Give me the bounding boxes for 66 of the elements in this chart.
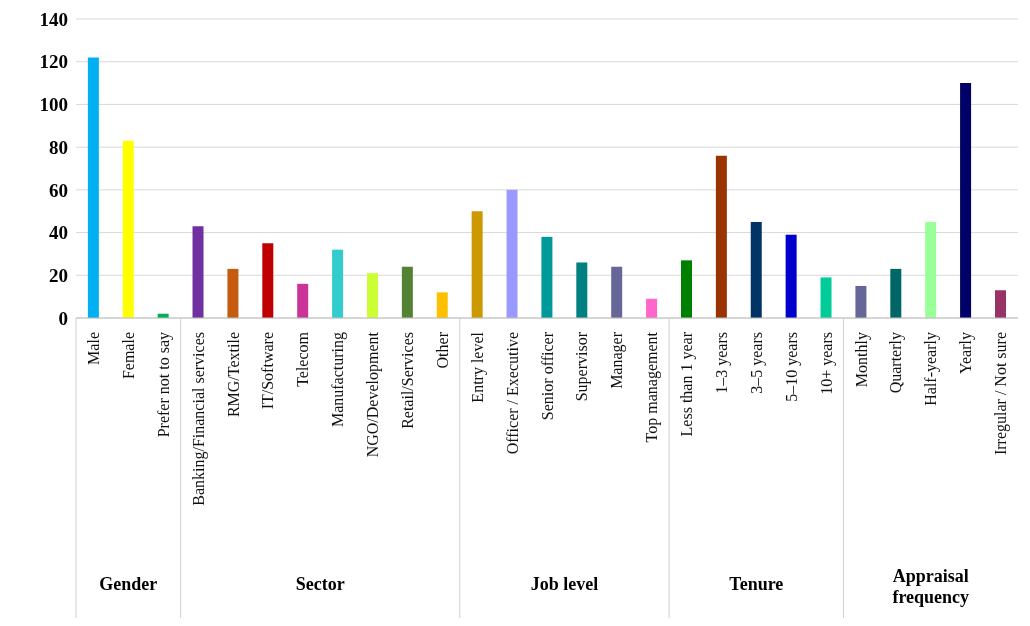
bar bbox=[366, 273, 378, 318]
x-tick-label: Manufacturing bbox=[329, 332, 348, 428]
bar bbox=[785, 234, 797, 318]
bar bbox=[715, 155, 727, 318]
bar bbox=[925, 221, 937, 318]
x-tick-label: Officer / Executive bbox=[503, 332, 521, 455]
x-tick-label: 5–10 years bbox=[782, 332, 801, 402]
bar bbox=[541, 236, 553, 318]
y-tick-label: 40 bbox=[49, 222, 68, 244]
bar bbox=[994, 290, 1006, 318]
x-tick-label: 10+ years bbox=[817, 332, 836, 395]
text: Tenure bbox=[729, 574, 784, 594]
bar bbox=[750, 221, 762, 318]
bar bbox=[890, 268, 902, 318]
x-tick-label: Other bbox=[433, 331, 451, 369]
x-tick-label: Less than 1 year bbox=[678, 331, 697, 437]
y-tick-label: 140 bbox=[39, 8, 68, 30]
y-tick-label: 60 bbox=[49, 179, 68, 201]
x-tick-label: Prefer not to say bbox=[154, 332, 173, 438]
text: Job level bbox=[530, 574, 599, 594]
y-tick-label: 120 bbox=[39, 51, 68, 73]
x-tick-label: Manager bbox=[608, 331, 627, 389]
text: Gender bbox=[99, 574, 158, 594]
bar bbox=[122, 140, 134, 318]
x-tick-label: Senior officer bbox=[538, 331, 556, 421]
bar bbox=[680, 260, 692, 318]
x-tick-label: Supervisor bbox=[573, 331, 592, 402]
x-tick-label: Yearly bbox=[957, 332, 976, 374]
x-tick-label: Banking/Financial services bbox=[189, 332, 208, 506]
x-tick-label: NGO/Development bbox=[364, 331, 383, 458]
bar bbox=[192, 226, 204, 318]
bar bbox=[262, 243, 274, 318]
x-tick-label: Retail/Services bbox=[398, 332, 416, 429]
x-tick-label: Monthly bbox=[852, 332, 871, 388]
x-tick-label: Quarterly bbox=[887, 332, 906, 394]
bar bbox=[855, 285, 867, 318]
x-tick-label: IT/Software bbox=[259, 332, 277, 410]
bar bbox=[87, 57, 99, 318]
x-tick-label: Telecom bbox=[294, 331, 312, 387]
bar bbox=[297, 283, 309, 318]
x-tick-label: 3–5 years bbox=[747, 332, 766, 394]
text: Appraisal frequency bbox=[892, 566, 970, 607]
bar bbox=[576, 262, 588, 318]
bar bbox=[960, 83, 972, 318]
text: Sector bbox=[295, 574, 345, 594]
bar bbox=[611, 266, 623, 318]
bar bbox=[332, 249, 344, 318]
x-tick-label: Female bbox=[119, 332, 137, 380]
bar bbox=[506, 189, 518, 318]
x-tick-label: 1–3 years bbox=[712, 332, 731, 394]
y-tick-label: 80 bbox=[49, 136, 68, 158]
bar bbox=[646, 298, 658, 318]
x-tick-label: Irregular / Not sure bbox=[992, 332, 1011, 456]
x-tick-label: Top management bbox=[643, 331, 662, 443]
bar bbox=[227, 268, 239, 318]
bar bbox=[436, 292, 448, 318]
bar bbox=[820, 277, 832, 318]
y-tick-label: 20 bbox=[49, 265, 68, 287]
x-tick-label: Entry level bbox=[468, 331, 487, 403]
x-tick-label: Male bbox=[84, 332, 102, 365]
bar bbox=[401, 266, 413, 318]
y-tick-label: 0 bbox=[58, 307, 68, 329]
bar bbox=[471, 211, 483, 318]
y-tick-label: 100 bbox=[39, 94, 68, 116]
x-tick-label: Half-yearly bbox=[922, 332, 941, 406]
x-tick-label: RMG/Textile bbox=[224, 332, 242, 418]
